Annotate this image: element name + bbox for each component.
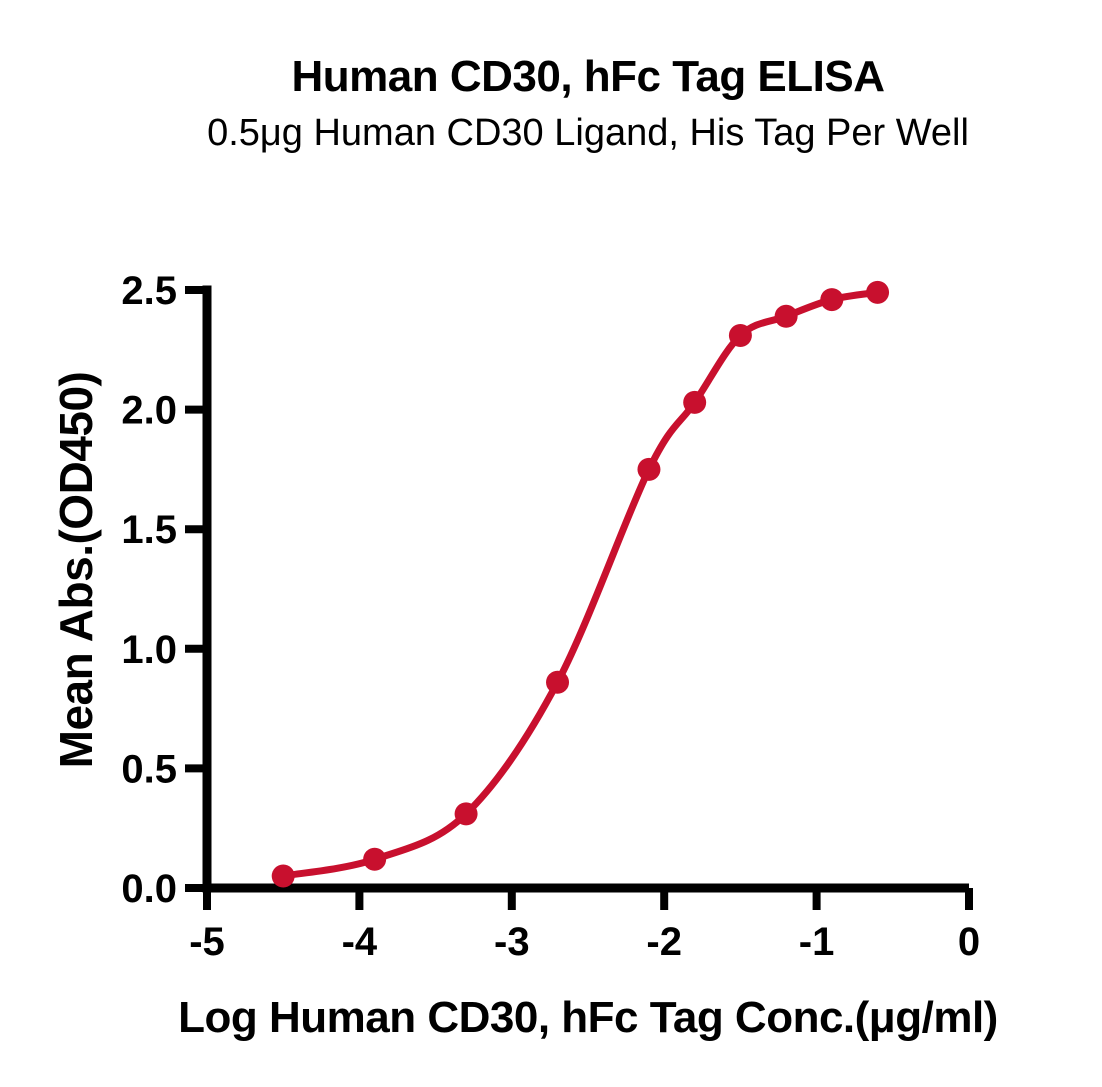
- x-tick-label: -5: [189, 920, 225, 964]
- y-tick-label: 1.5: [121, 508, 177, 552]
- x-tick-label: 0: [958, 920, 980, 964]
- x-tick-label: -1: [799, 920, 835, 964]
- data-point: [271, 864, 295, 888]
- y-tick-label: 2.0: [121, 389, 177, 433]
- data-point: [866, 280, 890, 304]
- data-point: [637, 457, 661, 481]
- data-point: [728, 323, 752, 347]
- dose-response-curve: [279, 288, 882, 880]
- x-tick-label: -4: [342, 920, 378, 964]
- data-point: [546, 670, 570, 694]
- data-point: [820, 288, 844, 312]
- data-point: [683, 390, 707, 414]
- y-axis-label: Mean Abs.(OD450): [50, 371, 102, 769]
- y-tick-label: 0.0: [121, 867, 177, 911]
- y-tick-label: 0.5: [121, 747, 177, 791]
- chart-subtitle: 0.5μg Human CD30 Ligand, His Tag Per Wel…: [207, 112, 969, 154]
- x-axis-label: Log Human CD30, hFc Tag Conc.(μg/ml): [178, 993, 998, 1042]
- x-tick-label: -2: [646, 920, 682, 964]
- data-point: [774, 304, 798, 328]
- x-tick-label: -3: [494, 920, 530, 964]
- data-point: [454, 802, 478, 826]
- data-point: [363, 847, 387, 871]
- y-tick-label: 2.5: [121, 269, 177, 313]
- chart-title: Human CD30, hFc Tag ELISA: [291, 52, 886, 101]
- y-tick-label: 1.0: [121, 628, 177, 672]
